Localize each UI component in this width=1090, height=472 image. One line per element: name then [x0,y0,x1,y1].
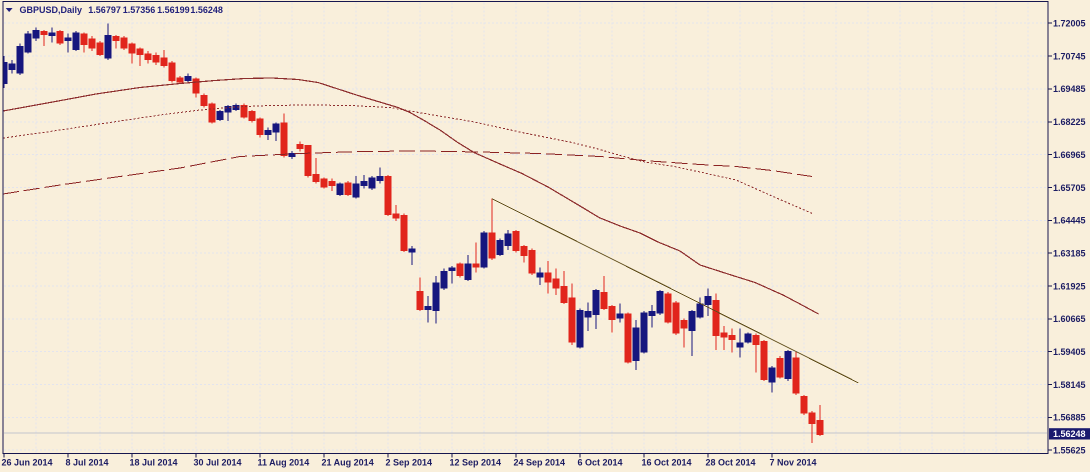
svg-text:21 Aug 2014: 21 Aug 2014 [322,458,374,468]
svg-text:12 Sep 2014: 12 Sep 2014 [450,458,502,468]
svg-text:1.60665: 1.60665 [1053,314,1086,324]
svg-text:2 Sep 2014: 2 Sep 2014 [386,458,433,468]
svg-text:1.56248: 1.56248 [1053,429,1086,439]
svg-text:7 Nov 2014: 7 Nov 2014 [770,458,817,468]
svg-text:6 Oct 2014: 6 Oct 2014 [578,458,623,468]
svg-text:1.56797: 1.56797 [88,5,121,15]
svg-text:1.69485: 1.69485 [1053,84,1086,94]
svg-text:1.55625: 1.55625 [1053,446,1086,456]
svg-text:1.66965: 1.66965 [1053,150,1086,160]
svg-text:1.56248: 1.56248 [190,5,223,15]
svg-text:1.64445: 1.64445 [1053,216,1086,226]
svg-text:1.70745: 1.70745 [1053,51,1086,61]
svg-text:24 Sep 2014: 24 Sep 2014 [514,458,566,468]
svg-text:1.68225: 1.68225 [1053,117,1086,127]
svg-text:1.56199: 1.56199 [157,5,190,15]
svg-text:28 Oct 2014: 28 Oct 2014 [706,458,756,468]
svg-text:1.59405: 1.59405 [1053,347,1086,357]
svg-text:1.57356: 1.57356 [123,5,156,15]
svg-text:GBPUSD,Daily: GBPUSD,Daily [20,5,83,15]
svg-text:16 Oct 2014: 16 Oct 2014 [642,458,692,468]
svg-text:1.65705: 1.65705 [1053,183,1086,193]
svg-text:11 Aug 2014: 11 Aug 2014 [258,458,310,468]
svg-text:1.63185: 1.63185 [1053,248,1086,258]
svg-text:26 Jun 2014: 26 Jun 2014 [2,458,53,468]
svg-text:30 Jul 2014: 30 Jul 2014 [194,458,242,468]
svg-text:8 Jul 2014: 8 Jul 2014 [66,458,109,468]
svg-text:1.61925: 1.61925 [1053,281,1086,291]
svg-text:1.56885: 1.56885 [1053,413,1086,423]
svg-text:18 Jul 2014: 18 Jul 2014 [130,458,178,468]
svg-text:1.58145: 1.58145 [1053,380,1086,390]
svg-text:1.72005: 1.72005 [1053,19,1086,29]
